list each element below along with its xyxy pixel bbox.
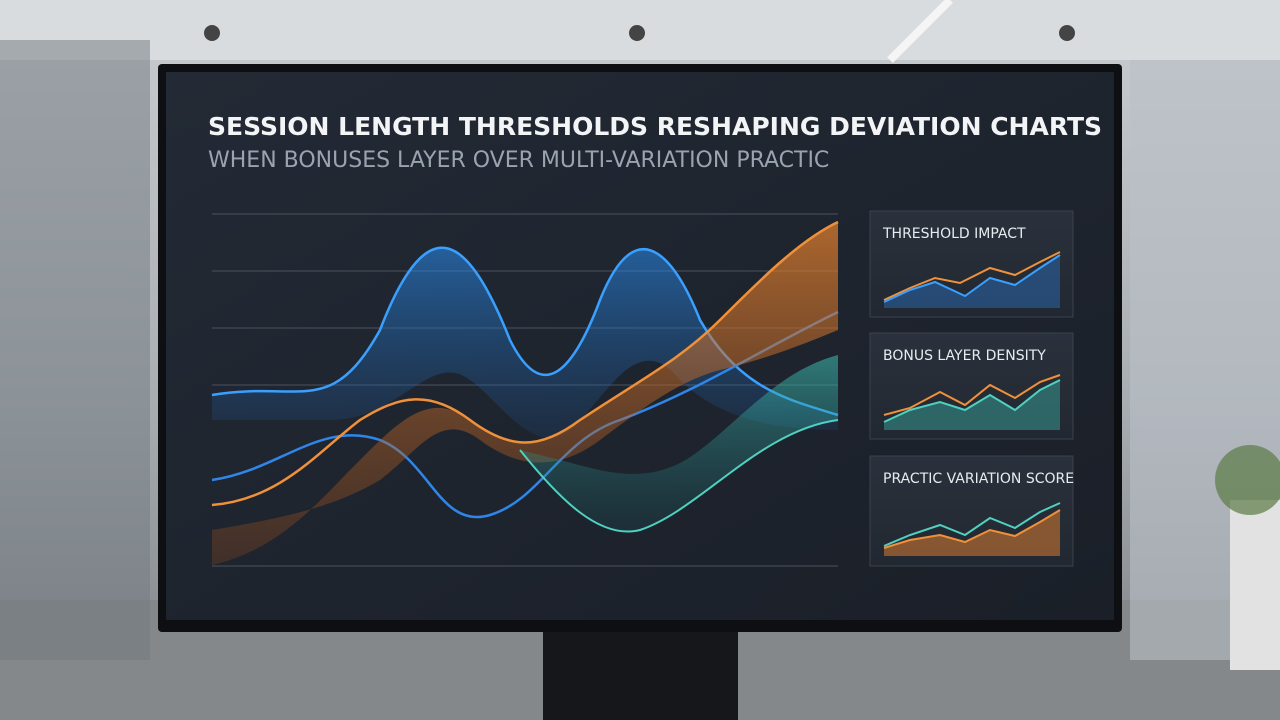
panel-area (884, 380, 1060, 430)
downlight (629, 25, 645, 41)
plant (1215, 445, 1280, 515)
teal-wave (520, 355, 838, 532)
panel-label: BONUS LAYER DENSITY (883, 348, 1046, 364)
panel-label: THRESHOLD IMPACT (882, 226, 1026, 242)
planter (1230, 500, 1280, 670)
teal-wave-line (519, 419, 839, 533)
panel-line (883, 502, 1061, 547)
panel-line (883, 374, 1061, 416)
subtitle: WHEN BONUSES LAYER OVER MULTI-VARIATION … (208, 148, 829, 173)
blue-wave-line (211, 246, 839, 417)
panel-line (883, 251, 1061, 301)
panel-line (883, 509, 1061, 549)
orange-wave (212, 222, 838, 565)
panel: THRESHOLD IMPACT (869, 210, 1074, 318)
monitor-stand (543, 625, 738, 720)
panel: BONUS LAYER DENSITY (869, 332, 1074, 440)
blue-wave (212, 247, 838, 438)
panel-area (884, 255, 1060, 308)
panel: PRACTIC VARIATION SCORE (869, 455, 1074, 567)
panel-line (883, 379, 1061, 423)
panel-box (869, 210, 1074, 318)
orange-wave-line (211, 220, 839, 507)
panel-line (883, 254, 1061, 303)
ceiling-light (887, 0, 953, 63)
panel-box (869, 332, 1074, 440)
blue-wave-line (211, 310, 839, 519)
panel-area (884, 510, 1060, 556)
glass-wall (0, 40, 150, 660)
downlight (1059, 25, 1075, 41)
panel-label: PRACTIC VARIATION SCORE (883, 471, 1074, 487)
downlight (204, 25, 220, 41)
title: SESSION LENGTH THRESHOLDS RESHAPING DEVI… (208, 112, 1102, 141)
